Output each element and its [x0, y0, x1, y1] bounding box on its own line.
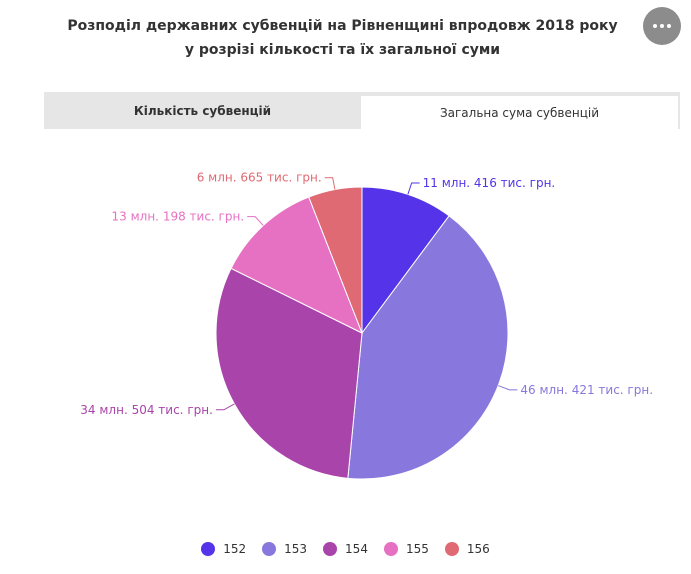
- legend-label-153: 153: [284, 542, 308, 556]
- legend-swatch-154: [323, 542, 338, 556]
- legend-item-154[interactable]: 154: [323, 538, 368, 560]
- more-horizontal-icon: [653, 24, 671, 28]
- legend-label-154: 154: [345, 542, 368, 556]
- tab-subvention-count[interactable]: Кількість субвенцій: [133, 103, 272, 118]
- chart-title-line1: Розподіл державних субвенцій на Рівненщи…: [67, 18, 618, 34]
- tab-bar: Кількість субвенцій Загальна сума субвен…: [44, 92, 680, 129]
- chart-title: Розподіл державних субвенцій на Рівненщи…: [60, 14, 625, 62]
- pie-label-connector-153: [498, 385, 518, 391]
- more-options-button[interactable]: [643, 7, 681, 45]
- pie-slice-153[interactable]: [347, 215, 509, 480]
- pie-label-connector-154: [215, 403, 235, 411]
- legend-item-152[interactable]: 152: [201, 538, 246, 560]
- legend-swatch-153: [262, 542, 277, 556]
- pie-data-label-154: 34 млн. 504 тис. грн.: [80, 403, 213, 417]
- legend-swatch-152: [201, 542, 216, 556]
- pie-data-label-155: 13 млн. 198 тис. грн.: [112, 210, 245, 224]
- legend-item-156[interactable]: 156: [444, 538, 490, 560]
- pie-slice-155[interactable]: [230, 196, 363, 335]
- legend-item-155[interactable]: 155: [383, 538, 429, 560]
- legend-label-152: 152: [223, 542, 247, 556]
- legend-label-156: 156: [466, 542, 490, 556]
- chart-legend: 152 153 154 155 156: [0, 538, 691, 560]
- pie-label-connector-152: [407, 182, 420, 195]
- pie-slice-154[interactable]: [215, 267, 363, 479]
- tab-subvention-total[interactable]: Загальна сума субвенцій: [361, 94, 680, 129]
- pie-data-label-152: 11 млн. 416 тис. грн.: [423, 176, 556, 190]
- pie-label-connector-155: [247, 216, 264, 226]
- legend-swatch-155: [383, 542, 398, 556]
- pie-data-label-156: 6 млн. 665 тис. грн.: [197, 171, 322, 185]
- legend-label-155: 155: [405, 542, 429, 556]
- legend-item-153[interactable]: 153: [262, 538, 307, 560]
- pie-label-connector-156: [324, 177, 336, 190]
- pie-slice-152[interactable]: [361, 186, 450, 335]
- pie-data-label-153: 46 млн. 421 тис. грн.: [520, 383, 653, 397]
- legend-swatch-156: [444, 542, 459, 556]
- chart-title-line2: у розрізі кількості та їх загальної суми: [184, 42, 501, 58]
